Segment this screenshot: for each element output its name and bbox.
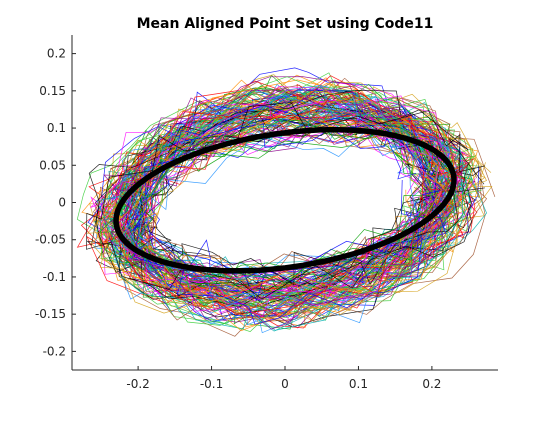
y-tick-label: -0.1 [43,270,66,284]
mean-shape-line [113,126,457,274]
aligned-point-sets [76,67,496,337]
aligned-point-set-line [140,89,447,332]
aligned-point-set-line [128,76,439,312]
y-tick-label: 0.15 [39,84,66,98]
x-tick-label: -0.1 [200,377,223,391]
aligned-point-set-line [125,94,430,312]
aligned-point-set-line [130,87,446,330]
y-tick-label: 0.05 [39,158,66,172]
y-tick-label: -0.15 [35,307,66,321]
x-tick-label: -0.2 [126,377,149,391]
aligned-point-set-line [121,117,437,285]
aligned-point-set-line [104,110,444,295]
aligned-point-set-line [118,90,443,316]
x-tick-label: 0 [281,377,289,391]
y-tick-label: 0.1 [47,121,66,135]
aligned-point-set-line [96,89,471,332]
aligned-point-set-line [110,85,462,313]
x-tick-label: 0.1 [349,377,368,391]
aligned-point-set-line [94,103,457,325]
aligned-point-set-line [99,89,467,332]
y-tick-label: -0.2 [43,344,66,358]
aligned-point-set-line [131,107,444,292]
aligned-point-set-line [113,84,457,312]
chart-title: Mean Aligned Point Set using Code11 [137,16,434,32]
y-tick-label: 0.2 [47,47,66,61]
axes: -0.2 -0.1 0 0.1 0.2 0.2 0.15 0.1 0.05 0 -0.05 -0.1 -… [35,35,498,391]
x-tick-label: 0.2 [422,377,441,391]
aligned-point-set-line [129,110,443,287]
aligned-point-set-line [86,102,486,300]
y-tick-label: 0 [58,196,66,210]
y-tick-label: -0.05 [35,233,66,247]
